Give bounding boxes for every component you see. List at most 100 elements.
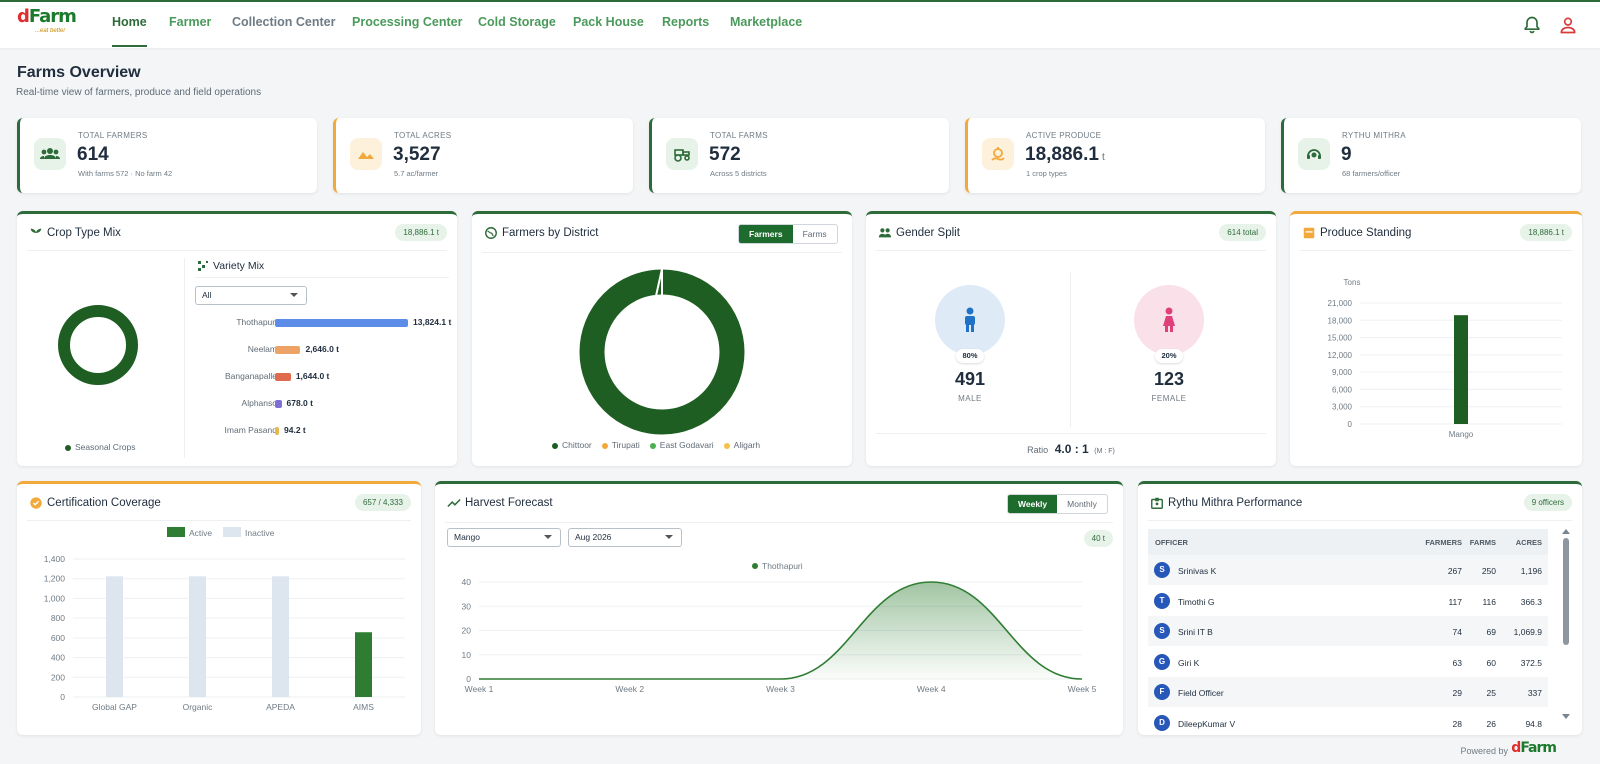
series-line-thothapuri[interactable] bbox=[478, 581, 1083, 680]
stat-card-total-acres[interactable]: TOTAL ACRES 3,527 5.7 ac/farmer bbox=[333, 118, 633, 193]
divider bbox=[184, 258, 185, 458]
farms-count: 26 bbox=[1486, 718, 1496, 729]
female-label: FEMALE bbox=[1151, 394, 1187, 403]
month-select[interactable]: Aug 2026 bbox=[568, 528, 682, 547]
globe-icon bbox=[485, 227, 497, 239]
table-row[interactable]: F Field Officer 29 25 337 bbox=[1148, 677, 1548, 707]
column-header-acres[interactable]: ACRES bbox=[1515, 538, 1542, 547]
nav-farmer[interactable]: Farmer bbox=[169, 15, 212, 29]
toggle-weekly[interactable]: Weekly bbox=[1008, 495, 1058, 513]
variety-bar[interactable] bbox=[275, 427, 279, 435]
y-tick-label: 800 bbox=[51, 613, 65, 623]
farms-count: 116 bbox=[1482, 596, 1496, 607]
variety-bar[interactable] bbox=[275, 400, 282, 408]
farmers-count: 29 bbox=[1452, 688, 1462, 698]
table-row[interactable]: D DileepKumar V 28 26 94.8 bbox=[1148, 708, 1548, 736]
stat-label: TOTAL FARMERS bbox=[78, 131, 148, 140]
bar-mango[interactable] bbox=[1454, 315, 1468, 424]
panel-title: Rythu Mithra Performance bbox=[1168, 497, 1303, 509]
officer-name: Giri K bbox=[1178, 657, 1200, 668]
legend-dot bbox=[552, 442, 558, 449]
stat-card-active-produce[interactable]: ACTIVE PRODUCE 18,886.1 t 1 crop types bbox=[965, 118, 1265, 193]
bar-aims-active[interactable] bbox=[355, 632, 372, 697]
scroll-thumb[interactable] bbox=[1563, 538, 1569, 645]
variety-label: Banganapalle bbox=[225, 371, 277, 381]
stat-card-total-farms[interactable]: TOTAL FARMS 572 Across 5 districts bbox=[649, 118, 949, 193]
toggle-monthly[interactable]: Monthly bbox=[1067, 499, 1097, 509]
male-avatar-circle bbox=[935, 285, 1005, 355]
avatar: D bbox=[1154, 714, 1170, 731]
variety-bar[interactable] bbox=[275, 346, 301, 354]
column-header-officer[interactable]: OFFICER bbox=[1155, 538, 1188, 547]
acres-value: 1,196 bbox=[1520, 566, 1542, 576]
certification-coverage-panel: Certification Coverage 657 / 4,333 Activ… bbox=[17, 481, 421, 735]
variety-bar[interactable] bbox=[275, 373, 291, 381]
panel-title: Farmers by District bbox=[502, 227, 599, 239]
x-tick-label: AIMS bbox=[353, 702, 374, 712]
table-scrollbar[interactable] bbox=[1562, 529, 1570, 719]
column-header-farms[interactable]: FARMS bbox=[1469, 538, 1496, 547]
stat-card-total-farmers[interactable]: TOTAL FARMERS 614 With farms 572 · No fa… bbox=[17, 118, 317, 193]
stat-value: 572 bbox=[709, 144, 741, 165]
variety-filter-select[interactable]: All bbox=[195, 286, 307, 305]
column-header-farmers[interactable]: FARMERS bbox=[1425, 538, 1462, 547]
avatar: G bbox=[1154, 653, 1170, 670]
stat-subtext: 5.7 ac/farmer bbox=[394, 169, 439, 178]
variety-value: 678.0 t bbox=[286, 398, 313, 408]
acres-value: 337 bbox=[1527, 688, 1542, 698]
acres-value: 366.3 bbox=[1520, 596, 1542, 607]
bell-icon[interactable] bbox=[1522, 15, 1542, 35]
nav-home[interactable]: Home bbox=[112, 15, 147, 47]
table-row[interactable]: S Srinivas K 267 250 1,196 bbox=[1148, 555, 1548, 585]
legend-dot bbox=[752, 563, 758, 569]
crop-select[interactable]: Mango bbox=[447, 528, 561, 547]
table-row[interactable]: S Srini IT B 74 69 1,069.9 bbox=[1148, 616, 1548, 646]
variety-grid-icon bbox=[198, 261, 208, 271]
panel-badge: 18,886.1 t bbox=[1520, 224, 1572, 241]
avatar: F bbox=[1154, 684, 1170, 700]
footer-dfarm-logo[interactable]: dFarm bbox=[1511, 740, 1557, 756]
x-tick-label: APEDA bbox=[266, 702, 295, 712]
variety-row: Alphanso 678.0 t bbox=[197, 397, 457, 411]
scroll-down-arrow-icon[interactable] bbox=[1562, 714, 1570, 719]
acres-value: 1,069.9 bbox=[1513, 627, 1542, 637]
user-profile-icon[interactable] bbox=[1558, 15, 1578, 35]
stat-card-rythu-mithra[interactable]: RYTHU MITHRA 9 68 farmers/officer bbox=[1281, 118, 1581, 193]
nav-cold-storage[interactable]: Cold Storage bbox=[478, 15, 556, 29]
gender-ratio: Ratio 4.0 : 1 (M : F) bbox=[1027, 442, 1115, 456]
nav-marketplace[interactable]: Marketplace bbox=[730, 15, 803, 29]
legend-dot bbox=[649, 442, 656, 449]
produce-icon bbox=[982, 138, 1014, 170]
divider bbox=[876, 250, 1266, 251]
bar-apeda-inactive[interactable] bbox=[272, 576, 289, 697]
female-percent: 20% bbox=[1155, 349, 1183, 363]
panel-badge: 657 / 4,333 bbox=[354, 494, 411, 511]
table-row[interactable]: T Timothi G 117 116 366.3 bbox=[1148, 586, 1548, 616]
nav-processing-center[interactable]: Processing Center bbox=[352, 15, 463, 29]
landscape-icon bbox=[350, 138, 382, 170]
bar-global-gap-inactive[interactable] bbox=[106, 576, 123, 697]
y-tick-label: 18,000 bbox=[1328, 316, 1353, 325]
stat-value: 614 bbox=[77, 144, 109, 165]
certification-chart: Active Inactive 0 200 400 600 800 1,000 1,200 1,4… bbox=[44, 527, 405, 712]
toggle-farmers[interactable]: Farmers bbox=[739, 225, 793, 243]
stat-subtext: With farms 572 · No farm 42 bbox=[78, 169, 173, 178]
footer: Powered by dFarm bbox=[0, 736, 1600, 764]
nav-reports[interactable]: Reports bbox=[662, 15, 710, 29]
panel-badge: 18,886.1 t bbox=[395, 224, 447, 241]
stat-label: RYTHU MITHRA bbox=[1342, 131, 1406, 140]
page-title: Farms Overview bbox=[17, 64, 141, 81]
officer-name: Srinivas K bbox=[1178, 566, 1217, 576]
table-row[interactable]: G Giri K 63 60 372.5 bbox=[1148, 647, 1548, 677]
toggle-farms[interactable]: Farms bbox=[802, 229, 827, 239]
bar-organic-inactive[interactable] bbox=[189, 576, 206, 697]
scroll-up-arrow-icon[interactable] bbox=[1562, 529, 1570, 534]
legend-label: Thothapuri bbox=[762, 561, 803, 571]
variety-value: 13,824.1 t bbox=[413, 317, 452, 327]
nav-pack-house[interactable]: Pack House bbox=[573, 15, 644, 29]
nav-collection-center[interactable]: Collection Center bbox=[232, 15, 336, 29]
panel-title: Certification Coverage bbox=[47, 497, 161, 509]
dfarm-logo[interactable]: dFarm ...eat better bbox=[17, 6, 77, 35]
variety-value: 1,644.0 t bbox=[295, 371, 330, 381]
variety-bar[interactable] bbox=[275, 319, 408, 327]
